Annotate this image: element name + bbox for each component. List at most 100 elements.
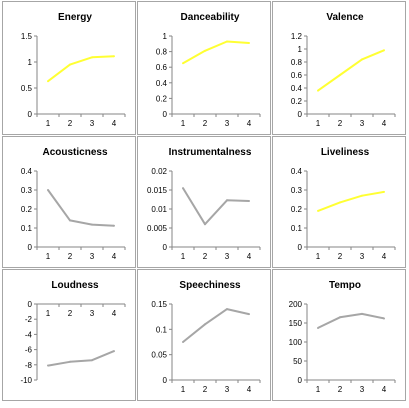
data-point xyxy=(69,219,71,222)
series-line xyxy=(317,312,385,329)
data-point xyxy=(182,187,184,190)
x-tick-label: 4 xyxy=(382,252,387,261)
data-point xyxy=(317,209,319,212)
x-tick-label: 3 xyxy=(225,385,230,394)
x-tick-label: 2 xyxy=(338,119,343,128)
chart-title: Valence xyxy=(326,12,364,23)
y-tick-label: 0.1 xyxy=(21,224,33,233)
x-tick-label: 4 xyxy=(247,252,252,261)
data-point xyxy=(383,190,385,193)
y-tick-label: 0.1 xyxy=(291,224,303,233)
y-tick-label: 0.2 xyxy=(156,94,168,103)
x-tick-label: 2 xyxy=(68,119,73,128)
y-tick-label: 0.005 xyxy=(147,224,168,233)
x-tick-label: 4 xyxy=(382,385,387,394)
instrumentalness-chart-panel: Instrumentalness 0 0.005 0.01 0.015 0.02 1 2 3 4 xyxy=(137,136,271,268)
data-point xyxy=(339,74,341,76)
y-tick-label: 0.8 xyxy=(156,48,168,57)
data-point xyxy=(69,63,71,66)
y-tick-label: 0 xyxy=(28,243,33,252)
y-tick-label: 150 xyxy=(289,319,303,328)
valence-chart-panel: Valence 0 0.2 0.4 0.6 0.8 1 1.2 1 2 3 4 xyxy=(272,1,406,135)
y-tick-label: 0 xyxy=(298,376,303,385)
y-tick-label: 0.3 xyxy=(291,186,303,195)
y-tick-label: 0.01 xyxy=(151,205,167,214)
energy-chart: Energy 0 0.5 1 1.5 1 2 3 4 xyxy=(21,12,126,128)
chart-title: Acousticness xyxy=(42,147,107,158)
data-point xyxy=(182,62,184,65)
loudness-chart-panel: Loudness -10 -8 -6 -4 -2 0 1 2 3 4 xyxy=(2,269,136,401)
y-tick-label: 0.6 xyxy=(156,63,168,72)
data-point xyxy=(383,49,385,52)
y-tick-label: 0 xyxy=(28,300,33,309)
y-tick-label: 0 xyxy=(298,243,303,252)
y-tick-label: 0.05 xyxy=(151,351,167,360)
data-point xyxy=(47,189,49,191)
x-tick-label: 3 xyxy=(225,252,230,261)
y-tick-label: 0 xyxy=(163,110,168,119)
data-point xyxy=(113,55,115,58)
x-tick-label: 2 xyxy=(68,252,73,261)
y-tick-label: 200 xyxy=(289,300,303,309)
speechiness-chart: Speechiness 0 0.05 0.1 0.15 1 2 3 4 xyxy=(151,280,261,394)
chart-title: Energy xyxy=(58,12,92,23)
y-tick-label: 100 xyxy=(289,338,303,347)
series-line xyxy=(47,189,115,227)
series-line xyxy=(182,187,250,226)
x-tick-label: 3 xyxy=(360,119,365,128)
chart-title: Tempo xyxy=(329,280,361,291)
data-point xyxy=(339,316,341,319)
data-point xyxy=(226,308,228,311)
y-tick-label: -10 xyxy=(20,376,32,385)
x-tick-label: 4 xyxy=(247,385,252,394)
y-tick-label: 1 xyxy=(298,45,303,54)
y-tick-label: 0.5 xyxy=(21,84,33,93)
y-tick-label: 0.02 xyxy=(151,167,167,176)
series-line xyxy=(182,308,250,343)
y-tick-label: 50 xyxy=(293,357,302,366)
chart-title: Liveliness xyxy=(321,147,370,158)
data-point xyxy=(204,49,206,52)
series-line xyxy=(47,55,115,82)
chart-title: Instrumentalness xyxy=(169,147,252,158)
liveliness-chart-panel: Liveliness 0 0.1 0.2 0.3 0.4 1 2 3 4 xyxy=(272,136,406,268)
y-tick-label: 0 xyxy=(163,376,168,385)
y-tick-label: 1.5 xyxy=(21,32,33,41)
y-tick-label: 0 xyxy=(163,243,168,252)
x-tick-label: 3 xyxy=(225,119,230,128)
data-point xyxy=(383,317,385,320)
series-line xyxy=(182,40,250,65)
valence-chart: Valence 0 0.2 0.4 0.6 0.8 1 1.2 1 2 3 4 xyxy=(291,12,396,128)
y-tick-label: 0 xyxy=(28,110,33,119)
x-tick-label: 4 xyxy=(382,119,387,128)
danceability-chart: Danceability 0 0.2 0.4 0.6 0.8 1 1 2 3 4 xyxy=(156,12,261,128)
y-tick-label: -8 xyxy=(25,361,33,370)
y-tick-label: 1 xyxy=(28,58,33,67)
data-point xyxy=(69,360,71,363)
data-point xyxy=(91,359,93,362)
data-point xyxy=(248,200,250,203)
chart-title: Loudness xyxy=(51,280,99,291)
y-tick-label: 0.6 xyxy=(291,71,303,80)
data-point xyxy=(339,201,341,204)
data-point xyxy=(248,42,250,45)
data-point xyxy=(361,58,363,61)
x-tick-label: 2 xyxy=(203,119,208,128)
data-point xyxy=(226,40,228,43)
data-point xyxy=(361,194,363,197)
y-tick-label: 0 xyxy=(298,110,303,119)
liveliness-chart: Liveliness 0 0.1 0.2 0.3 0.4 1 2 3 4 xyxy=(291,147,396,261)
x-tick-label: 2 xyxy=(338,385,343,394)
data-point xyxy=(204,323,206,326)
data-point xyxy=(91,223,93,226)
y-tick-label: 1 xyxy=(163,32,168,41)
x-tick-label: 2 xyxy=(68,309,73,318)
x-tick-label: 3 xyxy=(360,385,365,394)
y-tick-label: 1.2 xyxy=(291,32,303,41)
y-tick-label: -2 xyxy=(25,315,33,324)
acousticness-chart-panel: Acousticness 0 0.1 0.2 0.3 0.4 1 2 3 4 xyxy=(2,136,136,268)
danceability-chart-panel: Danceability 0 0.2 0.4 0.6 0.8 1 1 2 3 4 xyxy=(137,1,271,135)
tempo-chart: Tempo 0 50 100 150 200 1 2 3 4 xyxy=(289,280,396,394)
data-point xyxy=(317,326,319,329)
